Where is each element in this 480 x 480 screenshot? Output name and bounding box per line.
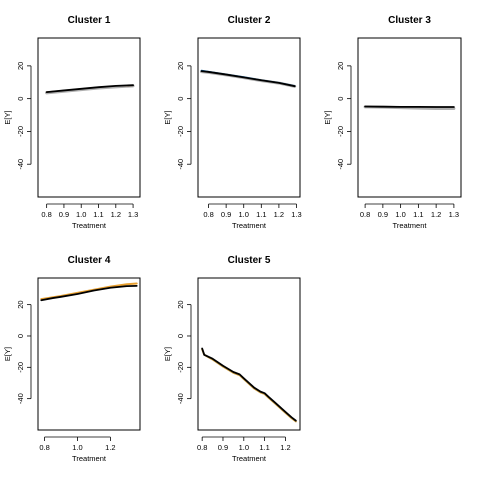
- plot-frame: [197, 37, 301, 198]
- plot-frame: [357, 37, 462, 198]
- y-axis-label: E[Y]: [323, 110, 332, 124]
- x-tick-label: 1.2: [280, 443, 290, 452]
- x-tick-label: 0.8: [41, 210, 51, 219]
- x-tick-label: 1.3: [291, 210, 301, 219]
- panel-3: Cluster 3 0.8 0.9 1.0 1.1 1.2 1.3 Treatment -40 -…: [323, 15, 462, 230]
- x-axis-label: Treatment: [232, 454, 267, 463]
- x-tick-label: 1.3: [449, 210, 459, 219]
- y-tick-label: -20: [176, 362, 185, 373]
- x-tick-label: 1.1: [259, 443, 269, 452]
- x-tick-label: 1.1: [93, 210, 103, 219]
- series-line-2: [201, 347, 297, 422]
- plot-frame: [197, 277, 301, 431]
- y-tick-label: -40: [176, 393, 185, 404]
- y-axis-label: E[Y]: [163, 347, 172, 361]
- y-tick-label: 0: [336, 97, 345, 101]
- y-tick-label: -40: [16, 393, 25, 404]
- y-tick-label: 20: [176, 300, 185, 308]
- x-tick-label: 0.8: [197, 443, 207, 452]
- y-tick-label: -20: [336, 126, 345, 137]
- y-tick-label: -20: [176, 126, 185, 137]
- y-axis-label: E[Y]: [3, 110, 12, 124]
- x-tick-label: 1.1: [256, 210, 266, 219]
- x-axis-label: Treatment: [232, 221, 267, 230]
- series-line-3: [200, 70, 296, 88]
- y-tick-label: 0: [176, 334, 185, 338]
- y-axis-label: E[Y]: [163, 110, 172, 124]
- x-tick-label: 1.1: [413, 210, 423, 219]
- y-tick-label: 0: [176, 97, 185, 101]
- y-tick-label: 20: [16, 300, 25, 308]
- panel-title: Cluster 1: [68, 15, 111, 26]
- x-axis-label: Treatment: [72, 454, 107, 463]
- y-tick-label: 0: [16, 334, 25, 338]
- x-tick-label: 0.9: [59, 210, 69, 219]
- x-tick-label: 1.3: [128, 210, 138, 219]
- y-tick-label: -40: [336, 159, 345, 170]
- panel-title: Cluster 5: [228, 255, 271, 266]
- y-tick-label: -40: [16, 159, 25, 170]
- x-tick-label: 0.8: [39, 443, 49, 452]
- x-tick-label: 1.0: [72, 443, 82, 452]
- plot-frame: [37, 277, 141, 431]
- x-tick-label: 1.0: [395, 210, 405, 219]
- x-tick-label: 1.0: [76, 210, 86, 219]
- x-tick-label: 0.9: [378, 210, 388, 219]
- x-tick-label: 1.0: [239, 210, 249, 219]
- plot-frame: [37, 37, 141, 198]
- series-line-2: [40, 284, 138, 302]
- panel-4: Cluster 4 0.8 1.0 1.2 Treatment -40 -20 0 20 E[Y]: [3, 255, 141, 463]
- y-tick-label: 0: [16, 97, 25, 101]
- y-tick-label: 20: [176, 62, 185, 70]
- x-tick-label: 1.2: [274, 210, 284, 219]
- y-tick-label: -40: [176, 159, 185, 170]
- panel-title: Cluster 2: [228, 15, 271, 26]
- x-tick-label: 0.8: [360, 210, 370, 219]
- panel-title: Cluster 4: [68, 255, 111, 266]
- series-line-3: [45, 84, 134, 93]
- panel-1: Cluster 1 0.8 0.9 1.0 1.1 1.2 1.3 Treatment -40 -…: [3, 15, 141, 230]
- y-tick-label: 20: [16, 62, 25, 70]
- x-tick-label: 1.0: [239, 443, 249, 452]
- panel-title: Cluster 3: [388, 15, 431, 26]
- y-tick-label: -20: [16, 126, 25, 137]
- x-tick-label: 0.9: [218, 443, 228, 452]
- x-tick-label: 0.9: [221, 210, 231, 219]
- x-tick-label: 1.2: [105, 443, 115, 452]
- series-line-1: [45, 84, 135, 95]
- y-tick-label: 20: [336, 62, 345, 70]
- x-tick-label: 1.2: [431, 210, 441, 219]
- y-axis-label: E[Y]: [3, 347, 12, 361]
- y-tick-label: -20: [16, 362, 25, 373]
- panel-5: Cluster 5 0.8 0.9 1.0 1.1 1.2 Treatment -40 -20 0…: [163, 255, 301, 463]
- panel-2: Cluster 2 0.8 0.9 1.0 1.1 1.2 1.3 Treatment -40 -…: [163, 15, 302, 230]
- x-axis-label: Treatment: [393, 221, 428, 230]
- x-tick-label: 1.2: [111, 210, 121, 219]
- x-axis-label: Treatment: [72, 221, 107, 230]
- x-tick-label: 0.8: [203, 210, 213, 219]
